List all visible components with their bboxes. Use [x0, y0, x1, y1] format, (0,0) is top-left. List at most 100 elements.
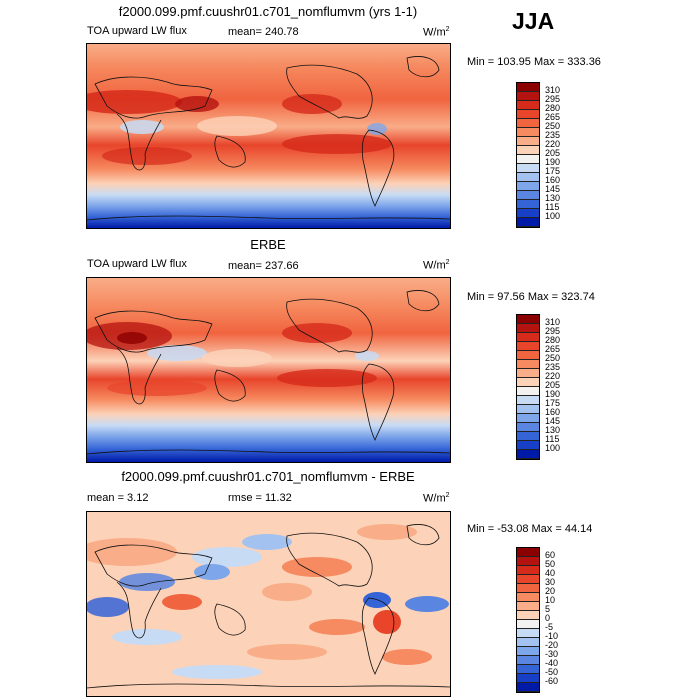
colorbar-swatch — [517, 315, 539, 324]
colorbar-swatch — [517, 566, 539, 575]
colorbar-tick-label: 310 — [545, 317, 561, 327]
colorbar-tick-label: 235 — [545, 130, 561, 140]
panel-1-title: f2000.099.pmf.cuushr01.c701_nomflumvm (y… — [118, 4, 418, 19]
colorbar-tick-label: 205 — [545, 148, 561, 158]
colorbar-tick-label: 190 — [545, 157, 561, 167]
panel-2-colorbar — [516, 314, 540, 460]
panel-2-minmax: Min = 97.56 Max = 323.74 — [467, 291, 595, 303]
colorbar-tick-label: 295 — [545, 94, 561, 104]
colorbar-tick-label: 145 — [545, 184, 561, 194]
colorbar-tick-label: 190 — [545, 389, 561, 399]
colorbar-tick-label: 265 — [545, 344, 561, 354]
colorbar-tick-label: 175 — [545, 398, 561, 408]
colorbar-swatch — [517, 629, 539, 638]
colorbar-swatch — [517, 414, 539, 423]
colorbar-tick-label: 220 — [545, 371, 561, 381]
colorbar-tick-label: -30 — [545, 649, 559, 659]
colorbar-swatch — [517, 548, 539, 557]
colorbar-swatch — [517, 369, 539, 378]
panel-2-title: ERBE — [250, 237, 286, 252]
colorbar-tick-label: -50 — [545, 667, 559, 677]
panel-1-field-label: TOA upward LW flux — [87, 25, 187, 37]
panel-3-mean: mean = 3.12 — [87, 492, 149, 504]
colorbar-swatch — [517, 342, 539, 351]
colorbar-swatch — [517, 450, 539, 459]
colorbar-swatch — [517, 83, 539, 92]
colorbar-swatch — [517, 575, 539, 584]
colorbar-swatch — [517, 638, 539, 647]
colorbar-tick-label: 30 — [545, 577, 556, 587]
colorbar-swatch — [517, 333, 539, 342]
panel-3-minmax: Min = -53.08 Max = 44.14 — [467, 523, 593, 535]
colorbar-swatch — [517, 137, 539, 146]
colorbar-swatch — [517, 209, 539, 218]
colorbar-swatch — [517, 432, 539, 441]
colorbar-swatch — [517, 647, 539, 656]
colorbar-swatch — [517, 110, 539, 119]
colorbar-tick-label: 235 — [545, 362, 561, 372]
panel-1-map — [86, 43, 451, 229]
colorbar-swatch — [517, 146, 539, 155]
colorbar-tick-label: 250 — [545, 353, 561, 363]
colorbar-swatch — [517, 119, 539, 128]
colorbar-swatch — [517, 191, 539, 200]
colorbar-tick-label: -60 — [545, 676, 559, 686]
colorbar-swatch — [517, 173, 539, 182]
colorbar-swatch — [517, 351, 539, 360]
colorbar-swatch — [517, 396, 539, 405]
colorbar-swatch — [517, 92, 539, 101]
colorbar-tick-label: 280 — [545, 335, 561, 345]
panel-2-field-label: TOA upward LW flux — [87, 258, 187, 270]
colorbar-swatch — [517, 164, 539, 173]
panel-2-mean: mean= 237.66 — [228, 260, 299, 272]
colorbar-tick-label: 145 — [545, 416, 561, 426]
colorbar-tick-label: 220 — [545, 139, 561, 149]
colorbar-tick-label: 100 — [545, 443, 561, 453]
colorbar-tick-label: -20 — [545, 640, 559, 650]
colorbar-tick-label: 175 — [545, 166, 561, 176]
colorbar-swatch — [517, 584, 539, 593]
panel-1-colorbar — [516, 82, 540, 228]
colorbar-swatch — [517, 683, 539, 692]
colorbar-tick-label: 160 — [545, 407, 561, 417]
colorbar-swatch — [517, 602, 539, 611]
colorbar-tick-label: 10 — [545, 595, 556, 605]
panel-3-rmse: rmse = 11.32 — [228, 492, 292, 504]
colorbar-swatch — [517, 405, 539, 414]
colorbar-tick-label: 130 — [545, 193, 561, 203]
colorbar-tick-label: 0 — [545, 613, 551, 623]
panel-1-units: W/m2 — [423, 26, 450, 39]
colorbar-swatch — [517, 200, 539, 209]
colorbar-tick-label: -5 — [545, 622, 554, 632]
colorbar-swatch — [517, 128, 539, 137]
colorbar-tick-label: 160 — [545, 175, 561, 185]
colorbar-tick-label: 265 — [545, 112, 561, 122]
colorbar-tick-label: -10 — [545, 631, 559, 641]
season-label: JJA — [512, 8, 555, 34]
colorbar-tick-label: 20 — [545, 586, 556, 596]
colorbar-tick-label: 115 — [545, 202, 560, 212]
colorbar-tick-label: 295 — [545, 326, 561, 336]
colorbar-tick-label: 60 — [545, 550, 556, 560]
colorbar-swatch — [517, 324, 539, 333]
colorbar-tick-label: 115 — [545, 434, 560, 444]
colorbar-swatch — [517, 387, 539, 396]
colorbar-swatch — [517, 557, 539, 566]
colorbar-tick-label: 5 — [545, 604, 551, 614]
colorbar-tick-label: -40 — [545, 658, 559, 668]
colorbar-tick-label: 250 — [545, 121, 561, 131]
colorbar-swatch — [517, 155, 539, 164]
panel-3-units: W/m2 — [423, 492, 450, 505]
colorbar-tick-label: 205 — [545, 380, 561, 390]
colorbar-swatch — [517, 656, 539, 665]
colorbar-tick-label: 40 — [545, 568, 556, 578]
colorbar-swatch — [517, 360, 539, 369]
colorbar-swatch — [517, 182, 539, 191]
panel-3-title: f2000.099.pmf.cuushr01.c701_nomflumvm - … — [121, 469, 415, 484]
colorbar-tick-label: 280 — [545, 103, 561, 113]
panel-3-map — [86, 511, 451, 697]
panel-2-units: W/m2 — [423, 259, 450, 272]
colorbar-tick-label: 130 — [545, 425, 561, 435]
colorbar-swatch — [517, 674, 539, 683]
